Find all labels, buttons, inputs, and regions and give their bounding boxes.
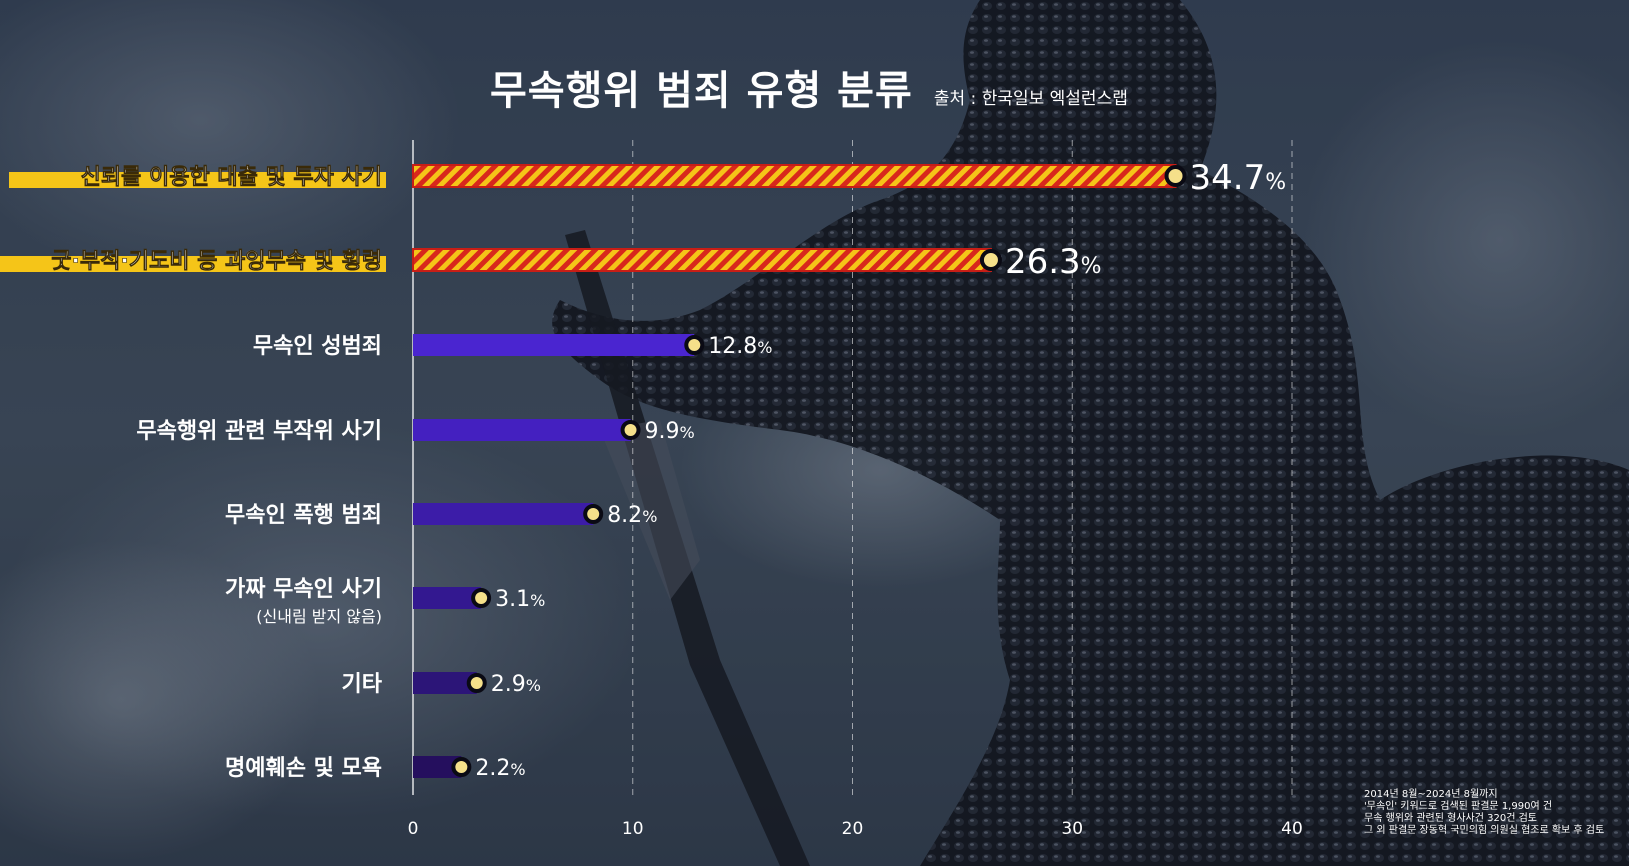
category-label: 무속인 폭행 범죄: [225, 503, 382, 528]
bar-4: [413, 419, 631, 441]
bars: 34.7% 26.3% 12.8% 9.9% 8.2% 3.1% 2.9% 2.2%: [412, 158, 1287, 781]
x-tick-label: 20: [842, 819, 864, 839]
category-label: 신뢰를 이용한 대출 및 투자 사기: [81, 165, 382, 190]
label-highlight: [9, 172, 386, 188]
bar-end-marker: [471, 588, 492, 608]
category-label: 굿·부적·기도비 등 과잉무속 및 횡령: [51, 249, 382, 274]
bar-3: [413, 334, 695, 356]
x-tick-label: 40: [1281, 819, 1303, 839]
x-tick-label: 30: [1061, 819, 1083, 839]
bar-5: [413, 503, 594, 525]
footnote-line: 그 외 판결문 장동혁 국민의힘 의원실 협조로 확보 후 검토: [1364, 825, 1605, 836]
value-label: 8.2%: [607, 503, 657, 528]
bar-end-marker: [620, 420, 641, 440]
gridlines: [412, 140, 1293, 795]
source-label: 출처 : 한국일보 엑설런스랩: [933, 89, 1128, 109]
category-label: 명예훼손 및 모욕: [225, 756, 382, 781]
label-highlight: [0, 256, 386, 272]
bar-7: [413, 672, 477, 694]
bar-end-marker: [451, 757, 472, 777]
x-tick-label: 10: [622, 819, 644, 839]
category-label: 무속인 성범죄: [253, 334, 382, 359]
bar-6: [413, 587, 482, 609]
value-label: 26.3%: [1005, 242, 1102, 282]
title-row: 무속행위 범죄 유형 분류 출처 : 한국일보 엑설런스랩: [490, 58, 1128, 116]
chart-title: 무속행위 범죄 유형 분류: [490, 68, 913, 114]
bar-end-marker: [979, 249, 1002, 271]
footnote-line: '무속인' 키워드로 검색된 판결문 1,990여 건: [1364, 801, 1553, 812]
bar-end-marker: [466, 673, 487, 693]
bar-2: [412, 248, 992, 272]
x-axis-ticks: 0 10 20 30 40: [408, 819, 1303, 839]
bar-8: [413, 756, 462, 778]
bar-end-marker: [1164, 165, 1187, 187]
value-label: 12.8%: [708, 334, 772, 359]
category-label: 기타: [342, 672, 383, 697]
value-label: 2.9%: [491, 672, 541, 697]
value-label: 34.7%: [1190, 158, 1287, 198]
footnote-line: 무속 행위와 관련된 형사사건 320건 검토: [1364, 813, 1537, 824]
category-sublabel: (신내림 받지 않음): [256, 607, 382, 626]
category-label: 무속행위 관련 부작위 사기: [136, 419, 382, 444]
category-label: 가짜 무속인 사기: [225, 577, 382, 602]
bar-1: [412, 164, 1177, 188]
category-labels: 신뢰를 이용한 대출 및 투자 사기굿·부적·기도비 등 과잉무속 및 횡령무속…: [0, 165, 386, 781]
footnote-line: 2014년 8월~2024년 8월까지: [1364, 789, 1498, 800]
x-tick-label: 0: [408, 819, 419, 839]
bar-end-marker: [583, 504, 604, 524]
value-label: 2.2%: [475, 756, 525, 781]
bar-end-marker: [684, 335, 705, 355]
value-label: 3.1%: [495, 587, 545, 612]
footnote: 2014년 8월~2024년 8월까지 '무속인' 키워드로 검색된 판결문 1…: [1364, 789, 1604, 837]
value-label: 9.9%: [645, 419, 695, 444]
